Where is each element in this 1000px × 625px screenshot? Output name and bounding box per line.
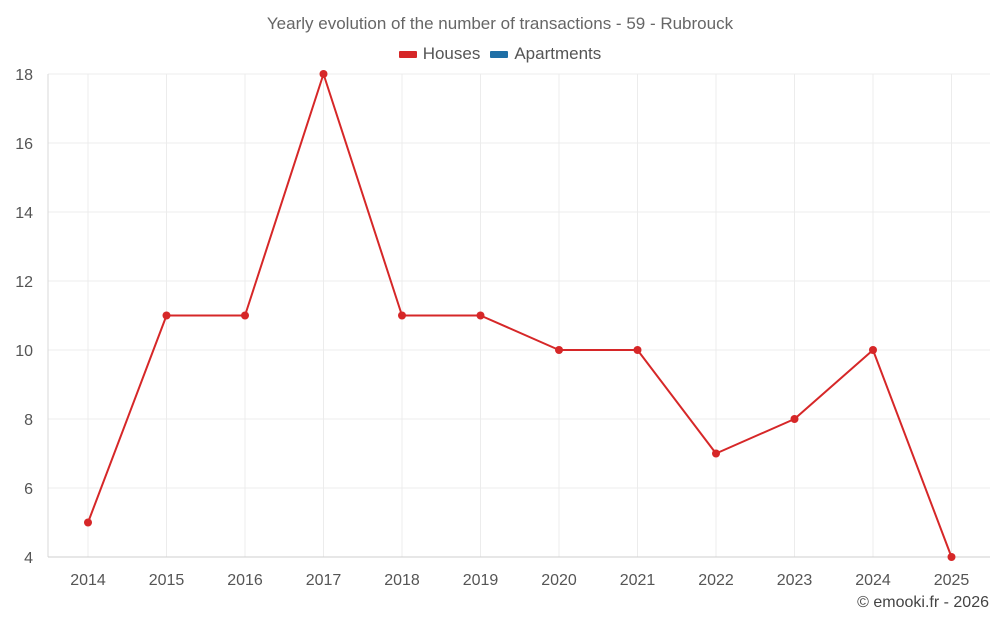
x-tick-label: 2021 bbox=[620, 572, 656, 589]
y-tick-label: 6 bbox=[24, 481, 33, 498]
legend-item-apartments[interactable]: Apartments bbox=[490, 44, 601, 64]
data-point-houses-2024[interactable] bbox=[869, 346, 877, 354]
data-point-houses-2018[interactable] bbox=[398, 311, 406, 320]
y-tick-label: 14 bbox=[15, 205, 33, 222]
y-tick-label: 4 bbox=[24, 550, 33, 567]
chart-title: Yearly evolution of the number of transa… bbox=[266, 14, 734, 33]
data-point-houses-2020[interactable] bbox=[555, 346, 563, 354]
data-point-houses-2025[interactable] bbox=[947, 553, 956, 561]
data-point-houses-2021[interactable] bbox=[633, 346, 642, 354]
legend-label-apartments: Apartments bbox=[514, 44, 602, 63]
legend-swatch-houses bbox=[398, 50, 417, 58]
series-line-houses bbox=[87, 73, 953, 558]
x-tick-label: 2023 bbox=[777, 572, 813, 589]
x-tick-label: 2016 bbox=[227, 572, 263, 589]
x-tick-label: 2020 bbox=[541, 572, 577, 589]
y-tick-label: 16 bbox=[15, 136, 33, 153]
data-point-houses-2019[interactable] bbox=[476, 311, 485, 320]
copyright-footer: © emooki.fr - 2026 bbox=[857, 594, 989, 611]
data-point-houses-2016[interactable] bbox=[241, 311, 249, 320]
x-tick-label: 2025 bbox=[934, 572, 970, 589]
y-tick-label: 12 bbox=[15, 274, 33, 291]
x-tick-label: 2024 bbox=[855, 572, 891, 589]
x-tick-label: 2019 bbox=[463, 572, 499, 589]
legend-swatch-apartments bbox=[490, 50, 509, 58]
y-tick-label: 18 bbox=[15, 67, 33, 84]
x-tick-label: 2015 bbox=[149, 572, 185, 589]
x-tick-label: 2017 bbox=[306, 572, 342, 589]
x-tick-label: 2018 bbox=[384, 572, 420, 589]
data-point-houses-2015[interactable] bbox=[162, 311, 171, 320]
data-point-houses-2023[interactable] bbox=[790, 415, 799, 423]
y-tick-label: 8 bbox=[24, 412, 33, 429]
data-point-houses-2017[interactable] bbox=[319, 70, 328, 78]
x-tick-label: 2022 bbox=[698, 572, 734, 589]
x-tick-label: 2014 bbox=[70, 572, 106, 589]
chart-legend: Houses Apartments bbox=[0, 44, 1000, 64]
y-tick-label: 10 bbox=[15, 343, 33, 360]
legend-item-houses[interactable]: Houses bbox=[398, 44, 481, 64]
legend-label-houses: Houses bbox=[422, 44, 481, 63]
data-point-houses-2022[interactable] bbox=[712, 449, 720, 458]
data-point-houses-2014[interactable] bbox=[84, 518, 92, 527]
